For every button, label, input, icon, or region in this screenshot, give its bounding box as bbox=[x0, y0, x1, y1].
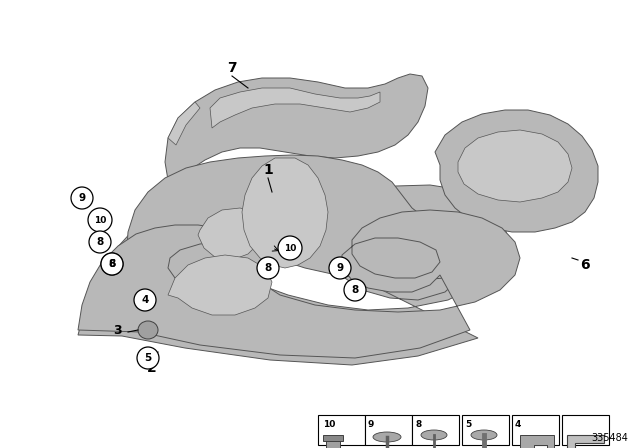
Polygon shape bbox=[242, 158, 328, 268]
Polygon shape bbox=[78, 210, 520, 358]
Polygon shape bbox=[326, 437, 340, 448]
FancyBboxPatch shape bbox=[365, 415, 412, 445]
Text: 8: 8 bbox=[97, 237, 104, 247]
Ellipse shape bbox=[471, 430, 497, 440]
Polygon shape bbox=[78, 185, 508, 365]
Text: 8: 8 bbox=[415, 420, 421, 429]
Circle shape bbox=[329, 257, 351, 279]
Ellipse shape bbox=[421, 430, 447, 440]
Circle shape bbox=[137, 347, 159, 369]
FancyBboxPatch shape bbox=[318, 415, 365, 445]
Text: 9: 9 bbox=[79, 193, 86, 203]
Polygon shape bbox=[520, 435, 554, 448]
Text: 9: 9 bbox=[368, 420, 374, 429]
Circle shape bbox=[101, 253, 123, 275]
Polygon shape bbox=[168, 102, 200, 145]
Text: 8: 8 bbox=[108, 259, 116, 269]
Text: 2: 2 bbox=[147, 361, 157, 375]
Circle shape bbox=[89, 231, 111, 253]
Polygon shape bbox=[323, 435, 343, 441]
Text: 4: 4 bbox=[141, 295, 148, 305]
Text: 9: 9 bbox=[337, 263, 344, 273]
Text: 1: 1 bbox=[263, 163, 273, 177]
Circle shape bbox=[101, 253, 123, 275]
Circle shape bbox=[134, 289, 156, 311]
Text: 8: 8 bbox=[264, 263, 271, 273]
Ellipse shape bbox=[138, 321, 158, 339]
Text: 10: 10 bbox=[323, 420, 335, 429]
FancyBboxPatch shape bbox=[462, 415, 509, 445]
FancyBboxPatch shape bbox=[562, 415, 609, 445]
Polygon shape bbox=[126, 155, 508, 280]
Polygon shape bbox=[165, 74, 428, 192]
Circle shape bbox=[257, 257, 279, 279]
Text: 3: 3 bbox=[114, 323, 122, 336]
Ellipse shape bbox=[373, 432, 401, 442]
Text: 4: 4 bbox=[515, 420, 522, 429]
Text: 8: 8 bbox=[351, 285, 358, 295]
Text: 7: 7 bbox=[227, 61, 237, 75]
FancyBboxPatch shape bbox=[512, 415, 559, 445]
Text: 6: 6 bbox=[580, 258, 590, 272]
Text: 5: 5 bbox=[145, 353, 152, 363]
Circle shape bbox=[344, 279, 366, 301]
FancyBboxPatch shape bbox=[412, 415, 459, 445]
Text: 335484: 335484 bbox=[591, 433, 628, 443]
Polygon shape bbox=[210, 88, 380, 128]
Text: 10: 10 bbox=[284, 244, 296, 253]
Polygon shape bbox=[458, 130, 572, 202]
Polygon shape bbox=[435, 110, 598, 232]
Polygon shape bbox=[168, 255, 272, 315]
Circle shape bbox=[71, 187, 93, 209]
Text: 5: 5 bbox=[465, 420, 471, 429]
Polygon shape bbox=[198, 208, 262, 260]
Circle shape bbox=[278, 236, 302, 260]
Text: 10: 10 bbox=[94, 215, 106, 224]
Circle shape bbox=[88, 208, 112, 232]
Polygon shape bbox=[567, 435, 604, 448]
Text: 6: 6 bbox=[108, 259, 116, 269]
